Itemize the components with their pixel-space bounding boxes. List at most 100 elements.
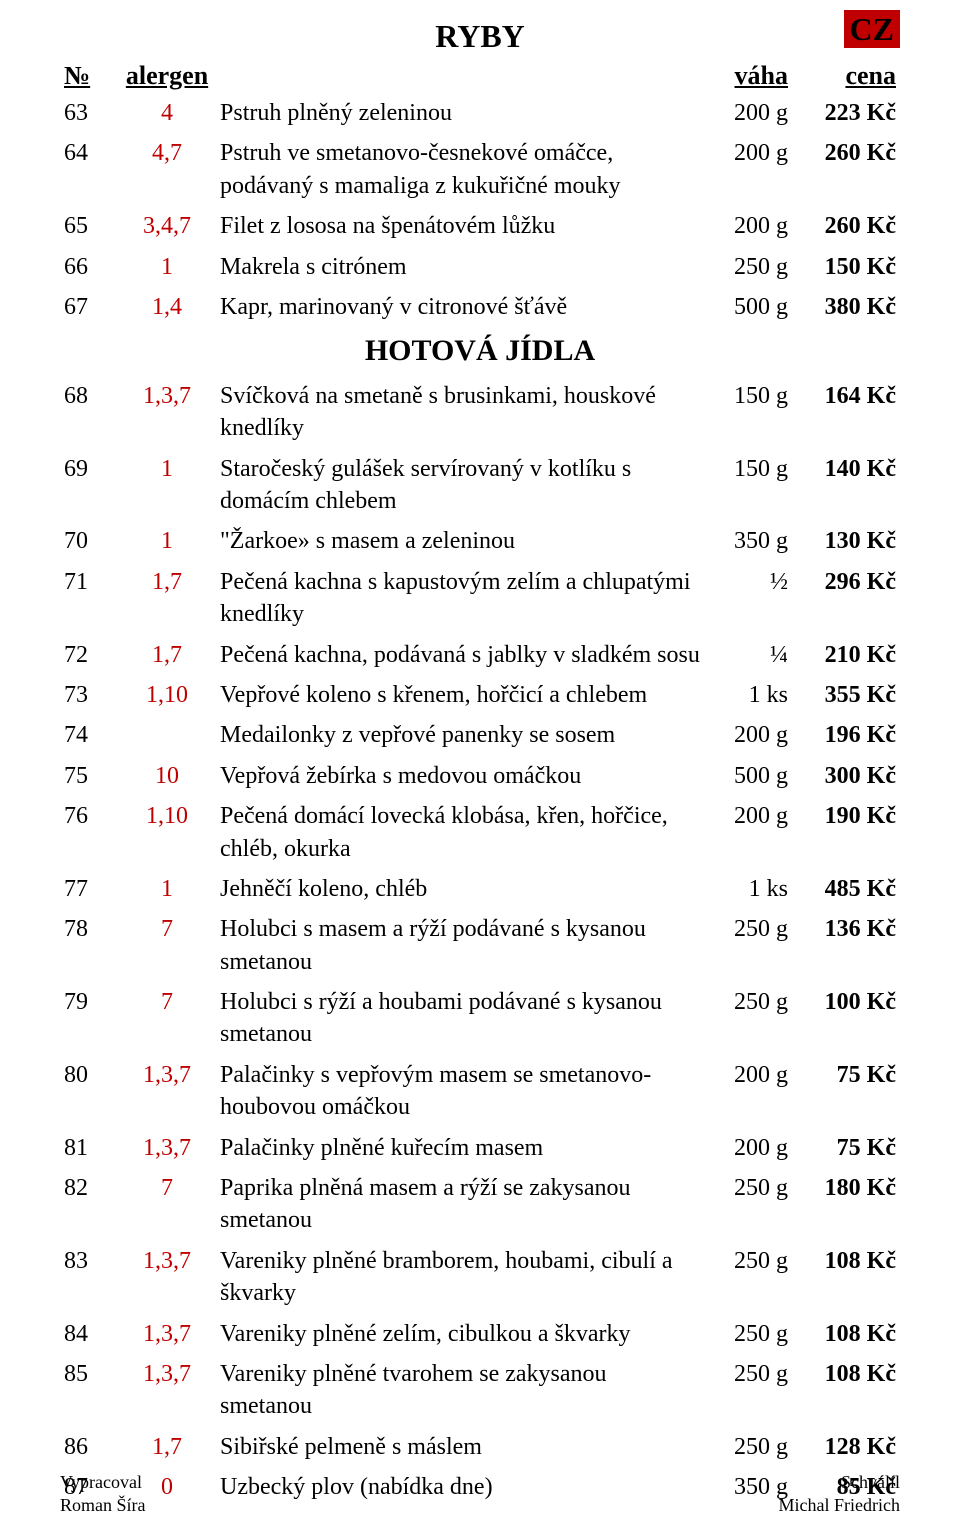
table-row: 74 Medailonky z vepřové panenky se sosem2…	[60, 715, 900, 755]
cell-weight: 1 ks	[704, 675, 792, 715]
cell-alergen: 1,3,7	[118, 1128, 216, 1168]
cell-alergen: 1,3,7	[118, 1241, 216, 1314]
table-header: № alergen váha cena	[60, 59, 900, 93]
col-cena: cena	[792, 59, 900, 93]
cell-weight: 250 g	[704, 1241, 792, 1314]
cell-weight: 200 g	[704, 715, 792, 755]
table-row: 731,10Vepřové koleno s křenem, hořčicí a…	[60, 675, 900, 715]
cell-dish: Medailonky z vepřové panenky se sosem	[216, 715, 704, 755]
footer-left-label: Vypracoval	[60, 1471, 146, 1494]
cell-alergen: 1,3,7	[118, 376, 216, 449]
table-row: 801,3,7Palačinky s vepřovým masem se sme…	[60, 1055, 900, 1128]
cell-dish: Pečená domácí lovecká klobása, křen, hoř…	[216, 796, 704, 869]
cell-price: 140 Kč	[792, 449, 900, 522]
cell-alergen: 1,4	[118, 287, 216, 327]
cell-price: 296 Kč	[792, 562, 900, 635]
cell-num: 85	[60, 1354, 118, 1427]
cell-dish: Svíčková na smetaně s brusinkami, housko…	[216, 376, 704, 449]
cell-dish: Staročeský gulášek servírovaný v kotlíku…	[216, 449, 704, 522]
table-row: 711,7Pečená kachna s kapustovým zelím a …	[60, 562, 900, 635]
col-vaha: váha	[704, 59, 792, 93]
table-row: 7510Vepřová žebírka s medovou omáčkou500…	[60, 756, 900, 796]
cell-price: 136 Kč	[792, 909, 900, 982]
cell-alergen: 4	[118, 93, 216, 133]
table-row: 861,7Sibiřské pelmeně s máslem250 g128 K…	[60, 1427, 900, 1467]
cell-alergen: 10	[118, 756, 216, 796]
cell-dish: Paprika plněná masem a rýží se zakysanou…	[216, 1168, 704, 1241]
cell-price: 355 Kč	[792, 675, 900, 715]
cell-alergen: 1	[118, 521, 216, 561]
cell-price: 180 Kč	[792, 1168, 900, 1241]
cell-price: 164 Kč	[792, 376, 900, 449]
cell-alergen: 4,7	[118, 133, 216, 206]
cell-price: 75 Kč	[792, 1128, 900, 1168]
cell-alergen: 1,7	[118, 635, 216, 675]
footer-right-label: Schválíl	[779, 1471, 900, 1494]
cell-weight: 250 g	[704, 982, 792, 1055]
cell-num: 63	[60, 93, 118, 133]
cell-alergen: 1,10	[118, 675, 216, 715]
cell-num: 83	[60, 1241, 118, 1314]
table-row: 771Jehněčí koleno, chléb1 ks485 Kč	[60, 869, 900, 909]
cell-price: 210 Kč	[792, 635, 900, 675]
cell-dish: Sibiřské pelmeně s máslem	[216, 1427, 704, 1467]
cell-alergen: 7	[118, 909, 216, 982]
cell-price: 128 Kč	[792, 1427, 900, 1467]
cell-weight: 250 g	[704, 1314, 792, 1354]
cell-num: 73	[60, 675, 118, 715]
cell-dish: Pstruh plněný zeleninou	[216, 93, 704, 133]
cell-price: 130 Kč	[792, 521, 900, 561]
cell-price: 75 Kč	[792, 1055, 900, 1128]
cell-num: 78	[60, 909, 118, 982]
cell-dish: Filet z lososa na špenátovém lůžku	[216, 206, 704, 246]
cell-dish: Vepřová žebírka s medovou omáčkou	[216, 756, 704, 796]
table-row: 691Staročeský gulášek servírovaný v kotl…	[60, 449, 900, 522]
col-dish	[216, 59, 704, 93]
table-row: 661Makrela s citrónem250 g150 Kč	[60, 247, 900, 287]
table-row: 851,3,7Vareniky plněné tvarohem se zakys…	[60, 1354, 900, 1427]
cell-weight: 200 g	[704, 133, 792, 206]
cell-price: 260 Kč	[792, 133, 900, 206]
table-row: 841,3,7Vareniky plněné zelím, cibulkou a…	[60, 1314, 900, 1354]
footer-left-name: Roman Šíra	[60, 1494, 146, 1517]
cell-weight: 200 g	[704, 206, 792, 246]
cell-num: 64	[60, 133, 118, 206]
cell-dish: Vepřové koleno s křenem, hořčicí a chleb…	[216, 675, 704, 715]
menu-table: № alergen váha cena 634Pstruh plněný zel…	[60, 59, 900, 1508]
cell-num: 74	[60, 715, 118, 755]
cell-dish: Pečená kachna s kapustovým zelím a chlup…	[216, 562, 704, 635]
cell-alergen: 7	[118, 1168, 216, 1241]
col-num: №	[60, 59, 118, 93]
cell-alergen	[118, 715, 216, 755]
cell-num: 80	[60, 1055, 118, 1128]
footer-right: Schválíl Michal Friedrich	[779, 1471, 900, 1518]
cell-dish: Kapr, marinovaný v citronové šťávě	[216, 287, 704, 327]
cell-price: 260 Kč	[792, 206, 900, 246]
cell-dish: "Žarkoe» s masem a zeleninou	[216, 521, 704, 561]
cell-dish: Palačinky plněné kuřecím masem	[216, 1128, 704, 1168]
cell-weight: 150 g	[704, 376, 792, 449]
cell-price: 108 Kč	[792, 1354, 900, 1427]
cell-dish: Vareniky plněné bramborem, houbami, cibu…	[216, 1241, 704, 1314]
table-row: 644,7Pstruh ve smetanovo-česnekové omáčc…	[60, 133, 900, 206]
table-row: 797Holubci s rýží a houbami podávané s k…	[60, 982, 900, 1055]
cell-alergen: 1	[118, 449, 216, 522]
cell-dish: Pečená kachna, podávaná s jablky v sladk…	[216, 635, 704, 675]
cell-price: 108 Kč	[792, 1314, 900, 1354]
section-title: HOTOVÁ JÍDLA	[60, 327, 900, 376]
cell-num: 66	[60, 247, 118, 287]
section-title-ryby: RYBY	[60, 18, 900, 55]
cell-weight: 1 ks	[704, 869, 792, 909]
cell-weight: 200 g	[704, 796, 792, 869]
table-row: 831,3,7Vareniky plněné bramborem, houbam…	[60, 1241, 900, 1314]
cell-alergen: 1,3,7	[118, 1055, 216, 1128]
table-row: 721,7Pečená kachna, podávaná s jablky v …	[60, 635, 900, 675]
cell-num: 70	[60, 521, 118, 561]
menu-page: CZ RYBY № alergen váha cena 634Pstruh pl…	[0, 0, 960, 1538]
cell-weight: 200 g	[704, 1055, 792, 1128]
cell-weight: 500 g	[704, 287, 792, 327]
cell-weight: 250 g	[704, 247, 792, 287]
cell-dish: Makrela s citrónem	[216, 247, 704, 287]
table-row: 653,4,7Filet z lososa na špenátovém lůžk…	[60, 206, 900, 246]
cell-dish: Holubci s rýží a houbami podávané s kysa…	[216, 982, 704, 1055]
